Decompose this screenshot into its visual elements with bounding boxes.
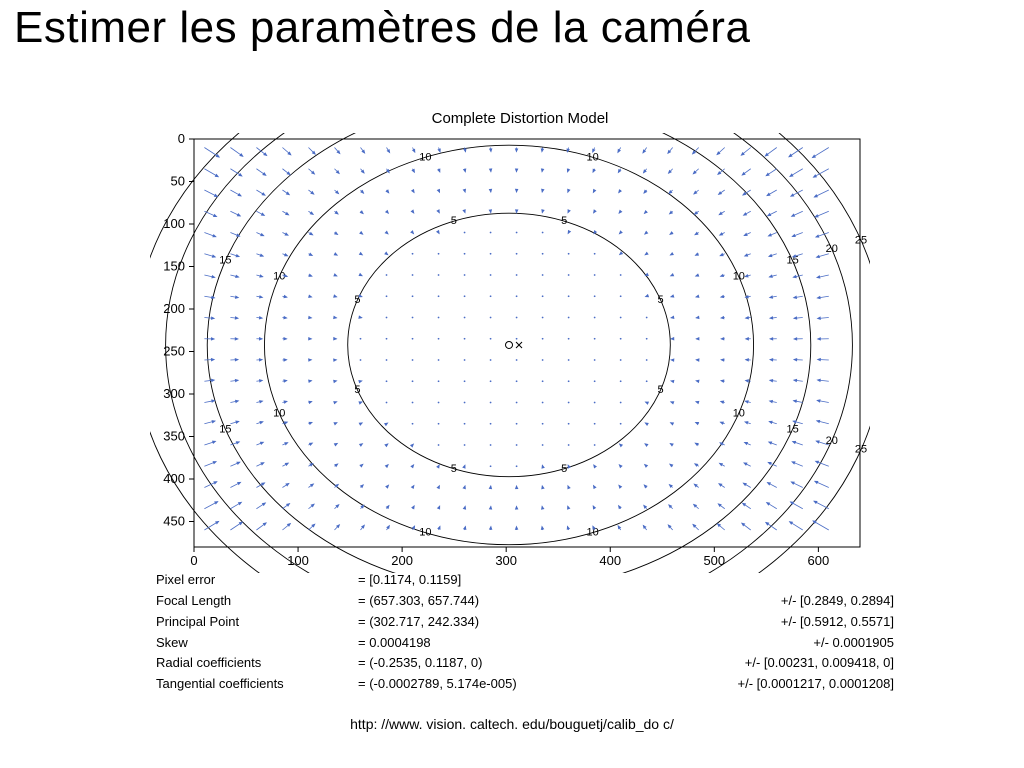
param-label: Pixel error: [155, 570, 357, 591]
param-row: Radial coefficients= (-0.2535, 0.1187, 0…: [155, 653, 895, 674]
svg-text:10: 10: [419, 527, 431, 539]
distortion-chart: Complete Distortion Model 01002003004005…: [150, 110, 890, 573]
calibration-params-table: Pixel error= [0.1174, 0.1159]Focal Lengt…: [155, 570, 895, 695]
svg-text:400: 400: [599, 553, 621, 568]
param-uncertainty: [629, 570, 895, 591]
param-uncertainty: +/- [0.2849, 0.2894]: [629, 591, 895, 612]
svg-text:400: 400: [163, 471, 185, 486]
svg-text:20: 20: [826, 435, 838, 447]
param-row: Pixel error= [0.1174, 0.1159]: [155, 570, 895, 591]
svg-text:25: 25: [855, 234, 867, 246]
param-label: Radial coefficients: [155, 653, 357, 674]
svg-text:200: 200: [391, 553, 413, 568]
param-uncertainty: +/- [0.00231, 0.009418, 0]: [629, 653, 895, 674]
svg-text:15: 15: [219, 423, 231, 435]
svg-text:100: 100: [287, 553, 309, 568]
svg-text:10: 10: [273, 271, 285, 283]
svg-text:50: 50: [171, 174, 185, 189]
svg-text:5: 5: [658, 294, 664, 306]
slide-title: Estimer les paramètres de la caméra: [14, 4, 750, 52]
svg-text:100: 100: [163, 216, 185, 231]
source-link: http: //www. vision. caltech. edu/bougue…: [0, 716, 1024, 733]
param-uncertainty: +/- [0.0001217, 0.0001208]: [629, 674, 895, 695]
svg-text:10: 10: [419, 151, 431, 163]
svg-text:5: 5: [658, 384, 664, 396]
param-label: Tangential coefficients: [155, 674, 357, 695]
svg-text:200: 200: [163, 301, 185, 316]
svg-text:10: 10: [587, 151, 599, 163]
svg-text:600: 600: [808, 553, 830, 568]
svg-text:15: 15: [786, 255, 798, 267]
param-value: = (302.717, 242.334): [357, 612, 629, 633]
svg-text:10: 10: [733, 407, 745, 419]
svg-text:5: 5: [561, 215, 567, 227]
svg-text:15: 15: [786, 423, 798, 435]
svg-text:500: 500: [703, 553, 725, 568]
svg-text:300: 300: [163, 386, 185, 401]
svg-text:5: 5: [561, 463, 567, 475]
svg-text:10: 10: [273, 407, 285, 419]
chart-canvas: 0100200300400500600050100150200250300350…: [150, 133, 870, 573]
svg-text:250: 250: [163, 344, 185, 359]
svg-text:5: 5: [451, 463, 457, 475]
param-row: Principal Point= (302.717, 242.334)+/- […: [155, 612, 895, 633]
svg-text:20: 20: [826, 243, 838, 255]
param-value: = [0.1174, 0.1159]: [357, 570, 629, 591]
param-value: = 0.0004198: [357, 633, 629, 654]
param-row: Skew= 0.0004198+/- 0.0001905: [155, 633, 895, 654]
chart-title: Complete Distortion Model: [150, 110, 890, 127]
svg-text:10: 10: [733, 271, 745, 283]
param-uncertainty: +/- [0.5912, 0.5571]: [629, 612, 895, 633]
svg-text:5: 5: [451, 215, 457, 227]
param-value: = (-0.0002789, 5.174e-005): [357, 674, 629, 695]
param-label: Skew: [155, 633, 357, 654]
param-row: Focal Length= (657.303, 657.744)+/- [0.2…: [155, 591, 895, 612]
param-uncertainty: +/- 0.0001905: [629, 633, 895, 654]
param-value: = (-0.2535, 0.1187, 0): [357, 653, 629, 674]
svg-text:0: 0: [190, 553, 197, 568]
svg-text:0: 0: [178, 133, 185, 146]
svg-text:300: 300: [495, 553, 517, 568]
param-label: Principal Point: [155, 612, 357, 633]
param-value: = (657.303, 657.744): [357, 591, 629, 612]
svg-text:15: 15: [219, 255, 231, 267]
svg-text:25: 25: [855, 444, 867, 456]
svg-text:450: 450: [163, 514, 185, 529]
param-label: Focal Length: [155, 591, 357, 612]
param-row: Tangential coefficients= (-0.0002789, 5.…: [155, 674, 895, 695]
svg-text:5: 5: [354, 384, 360, 396]
